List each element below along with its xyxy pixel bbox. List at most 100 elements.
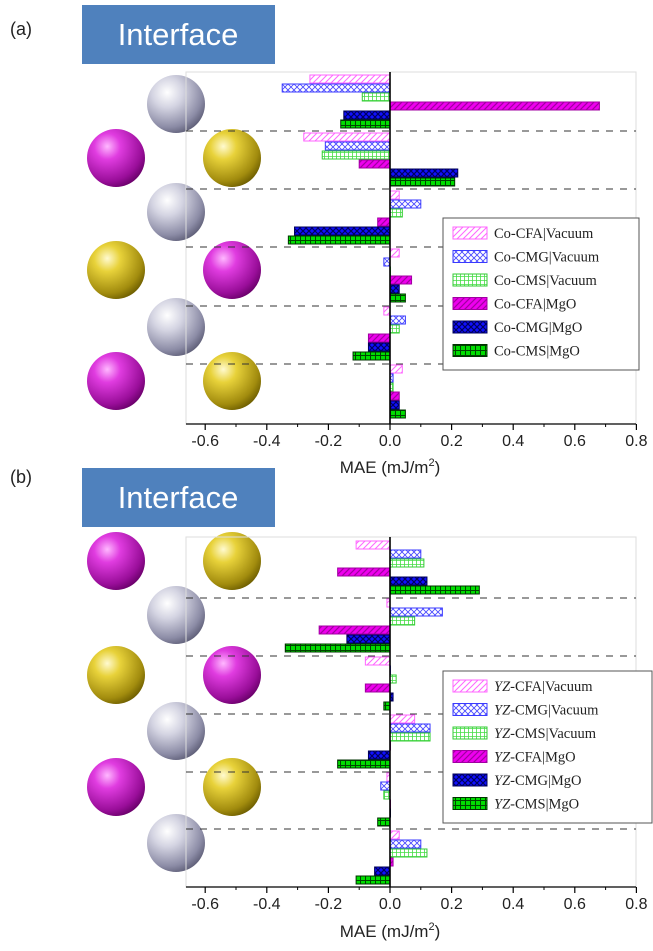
- interface-header-text: Interface: [118, 17, 239, 52]
- silver-atom: [147, 298, 205, 356]
- yellow-atom: [203, 129, 261, 187]
- bar-cfa-vac-layer-2: [303, 132, 391, 142]
- silver-atom: [147, 183, 205, 241]
- yellow-atom: [203, 758, 261, 816]
- x-tick-label: 0.6: [564, 433, 586, 450]
- bar-cms-mgo-layer-4: [389, 293, 406, 303]
- bar-cmg-vac-layer-1: [389, 549, 422, 559]
- interface-header-text: Interface: [118, 480, 239, 515]
- bar-cfa-vac-layer-3: [389, 190, 400, 200]
- bar-cfa-vac-layer-5: [383, 306, 391, 316]
- legend-label-cmg-vac: YZ-CMG|Vacuum: [494, 703, 599, 719]
- bar-cfa-mgo-layer-4: [389, 275, 413, 285]
- atom-structure: [87, 75, 261, 410]
- bar-cmg-mgo-layer-4: [367, 750, 391, 760]
- interface-header-box: [82, 5, 275, 64]
- bar-cmg-vac-layer-4: [389, 723, 431, 733]
- bar-cmg-mgo-layer-1: [389, 576, 428, 586]
- bar-cms-mgo-layer-3: [383, 701, 391, 711]
- x-tick-label: -0.6: [191, 896, 219, 913]
- x-tick-label: 0.4: [502, 433, 524, 450]
- bar-cms-vac-layer-1: [361, 92, 391, 102]
- x-tick-label: 0.4: [502, 896, 524, 913]
- bar-cmg-vac-layer-4: [383, 257, 391, 267]
- x-tick-label: -0.2: [315, 896, 343, 913]
- x-tick-label: 0.6: [564, 896, 586, 913]
- legend-swatch-cmg-mgo: [452, 773, 488, 787]
- legend-swatch-cms-mgo: [452, 344, 488, 357]
- bar-cms-mgo-layer-6: [389, 409, 406, 419]
- bar-cfa-mgo-layer-2: [358, 159, 391, 169]
- legend-swatch-cms-vac: [452, 273, 488, 287]
- legend-swatch-cmg-vac: [452, 703, 488, 716]
- bar-cms-vac-layer-2: [321, 150, 391, 160]
- bar-cms-mgo-layer-5: [377, 817, 391, 827]
- x-tick-label: 0.0: [379, 433, 401, 450]
- bar-cms-mgo-layer-5: [352, 351, 391, 361]
- interface-header-box: [82, 468, 275, 527]
- bar-cmg-vac-layer-2: [324, 141, 391, 151]
- bar-cfa-vac-layer-4: [389, 248, 400, 258]
- legend-label-cmg-mgo: YZ-CMG|MgO: [494, 773, 582, 789]
- bar-cfa-mgo-layer-6: [389, 391, 400, 401]
- magenta-atom: [87, 758, 145, 816]
- silver-atom: [147, 75, 205, 133]
- bar-cmg-mgo-layer-2: [346, 634, 391, 644]
- x-tick-label: 0.0: [379, 896, 401, 913]
- bar-cmg-mgo-layer-4: [389, 284, 400, 294]
- x-axis-label: MAE (mJ/m2): [340, 457, 441, 477]
- legend: YZ-CFA|Vacuum YZ-CMG|Vacuum YZ-CMS|Vacuum Y…: [442, 670, 653, 824]
- x-axis-label: MAE (mJ/m2): [340, 921, 441, 941]
- bar-cmg-mgo-layer-1: [343, 110, 391, 120]
- bar-cfa-vac-layer-4: [389, 714, 416, 724]
- panel-label: (a): [10, 19, 32, 39]
- yellow-atom: [87, 646, 145, 704]
- legend-label-cmg-vac: Co-CMG|Vacuum: [494, 250, 600, 266]
- legend-label-cms-vac: Co-CMS|Vacuum: [494, 273, 598, 289]
- bar-cmg-vac-layer-5: [380, 781, 391, 791]
- silver-atom: [147, 586, 205, 644]
- bar-cmg-vac-layer-3: [389, 199, 422, 209]
- bar-cmg-mgo-layer-6: [389, 400, 400, 410]
- yellow-atom: [203, 532, 261, 590]
- bar-cms-vac-layer-3: [389, 208, 403, 218]
- bar-cmg-vac-layer-2: [389, 607, 443, 617]
- panel-label: (b): [10, 467, 32, 487]
- bar-cfa-vac-layer-6: [389, 364, 403, 374]
- bar-cms-vac-layer-2: [389, 616, 416, 626]
- silver-atom: [147, 702, 205, 760]
- atom-structure: [87, 532, 261, 872]
- bar-cms-mgo-layer-4: [337, 759, 391, 769]
- legend-label-cfa-vac: Co-CFA|Vacuum: [494, 226, 594, 242]
- legend-swatch-cfa-mgo: [452, 750, 488, 763]
- bar-cfa-vac-layer-1: [309, 74, 391, 84]
- x-tick-label: 0.8: [625, 433, 647, 450]
- silver-atom: [147, 814, 205, 872]
- x-tick-label: 0.2: [440, 896, 462, 913]
- bar-cms-mgo-layer-1: [389, 585, 480, 595]
- bar-cfa-vac-layer-6: [389, 830, 400, 840]
- bar-cmg-mgo-layer-3: [294, 226, 391, 236]
- magenta-atom: [87, 129, 145, 187]
- bar-cfa-mgo-layer-5: [367, 333, 391, 343]
- bar-cfa-mgo-layer-3: [364, 683, 391, 693]
- x-tick-label: 0.2: [440, 433, 462, 450]
- legend-swatch-cmg-mgo: [452, 320, 488, 334]
- bar-cfa-mgo-layer-1: [389, 101, 600, 111]
- legend-swatch-cfa-mgo: [452, 297, 488, 310]
- bar-cmg-mgo-layer-5: [367, 342, 391, 352]
- magenta-atom: [87, 352, 145, 410]
- legend-label-cms-mgo: Co-CMS|MgO: [494, 344, 580, 360]
- bar-cfa-mgo-layer-1: [337, 567, 391, 577]
- x-tick-label: -0.6: [191, 433, 219, 450]
- bar-cms-vac-layer-5: [383, 790, 391, 800]
- legend-label-cms-vac: YZ-CMS|Vacuum: [494, 726, 597, 742]
- bar-cfa-vac-layer-3: [364, 656, 391, 666]
- bar-cms-mgo-layer-2: [284, 643, 391, 653]
- legend-swatch-cfa-vac: [452, 226, 488, 240]
- bar-cms-mgo-layer-1: [340, 119, 391, 129]
- legend-swatch-cmg-vac: [452, 250, 488, 263]
- magenta-atom: [87, 532, 145, 590]
- bar-cmg-vac-layer-6: [389, 839, 422, 849]
